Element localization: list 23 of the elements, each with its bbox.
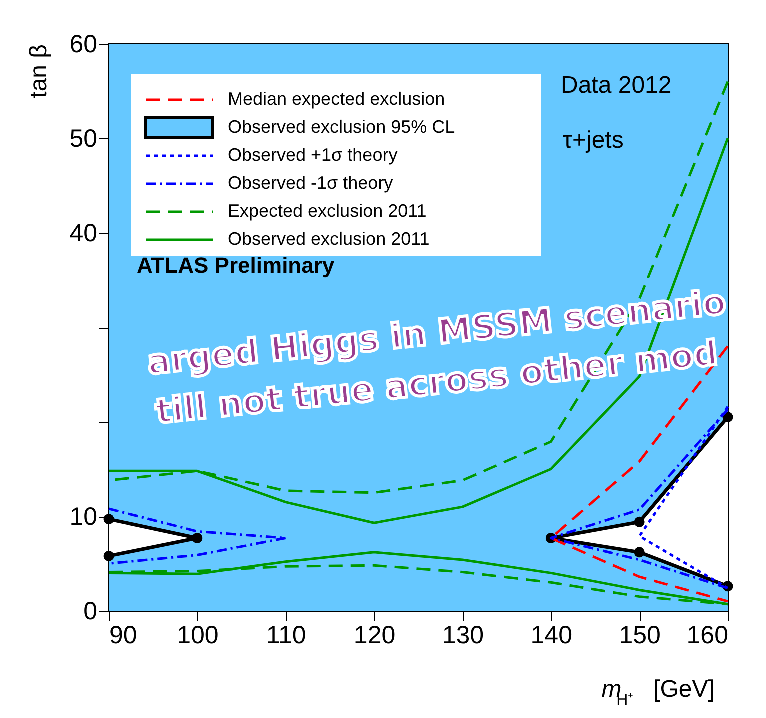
x-tick-label: 110 <box>266 622 306 650</box>
x-tick-label: 90 <box>110 622 138 650</box>
x-tick-label: 100 <box>177 622 219 650</box>
x-tick-label: 120 <box>354 622 396 650</box>
legend-label: Observed exclusion 2011 <box>228 229 430 249</box>
legend-label: Observed +1σ theory <box>228 145 398 165</box>
x-tick-label: 130 <box>442 622 484 650</box>
x-tick-label: 150 <box>619 622 661 650</box>
y-tick-label: 60 <box>70 30 98 58</box>
legend-label: Observed -1σ theory <box>228 173 394 193</box>
legend-label: Observed exclusion 95% CL <box>228 117 456 137</box>
y-tick-label: 40 <box>70 220 98 248</box>
legend-label: Expected exclusion 2011 <box>228 201 427 221</box>
y-tick-label: 10 <box>70 503 98 531</box>
y-tick-label: 50 <box>70 125 98 153</box>
annotation: Data 2012 <box>561 72 672 99</box>
y-axis-title: tan β <box>26 44 52 98</box>
y-tick-label: 0 <box>84 598 98 626</box>
annotation: ATLAS Preliminary <box>137 253 336 278</box>
x-tick-label: 140 <box>530 622 572 650</box>
annotation: τ+jets <box>563 127 624 154</box>
legend-label: Median expected exclusion <box>228 89 446 109</box>
x-tick-label: 160 <box>686 622 728 650</box>
